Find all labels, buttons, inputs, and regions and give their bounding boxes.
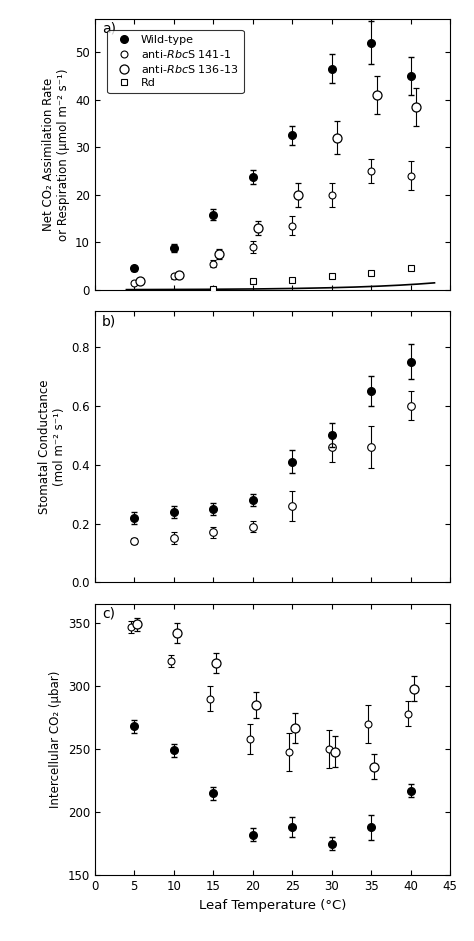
X-axis label: Leaf Temperature (°C): Leaf Temperature (°C)	[199, 899, 346, 912]
Y-axis label: Intercellular CO₂ (μbar): Intercellular CO₂ (μbar)	[49, 671, 62, 808]
Text: b): b)	[102, 314, 116, 328]
Y-axis label: Stomatal Conductance
(mol m⁻² s⁻¹): Stomatal Conductance (mol m⁻² s⁻¹)	[38, 380, 66, 514]
Legend: Wild-type, anti-$Rbc$S 141-1, anti-$Rbc$S 136-13, Rd: Wild-type, anti-$Rbc$S 141-1, anti-$Rbc$…	[108, 30, 244, 93]
Y-axis label: Net CO₂ Assimilation Rate
or Respiration (μmol m⁻² s⁻¹): Net CO₂ Assimilation Rate or Respiration…	[42, 68, 70, 241]
Text: c): c)	[102, 607, 115, 621]
Text: a): a)	[102, 22, 116, 36]
